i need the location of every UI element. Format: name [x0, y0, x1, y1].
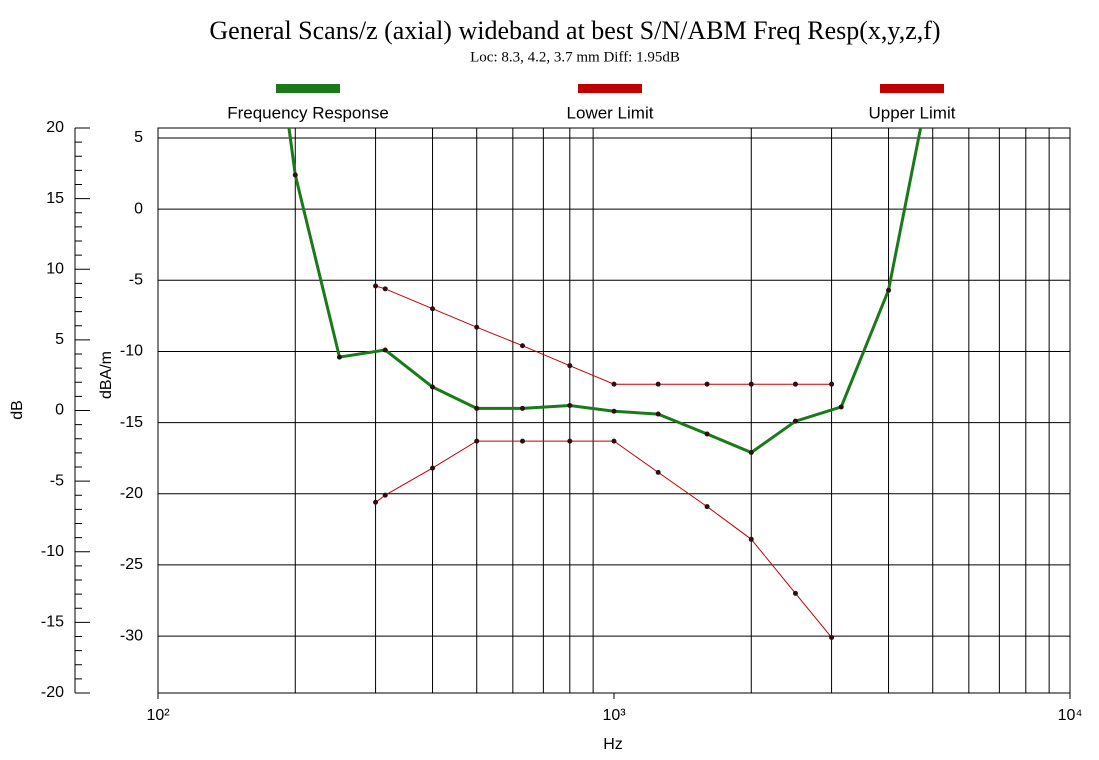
data-point [567, 438, 573, 444]
series-line [375, 440, 832, 638]
x-tick-label: 10³ [602, 707, 626, 724]
y-tick-label: -5 [129, 271, 143, 288]
data-point [430, 306, 436, 312]
x-axis-label: Hz [603, 736, 623, 753]
x-tick-label: 10² [146, 707, 170, 724]
legend-swatch [276, 84, 340, 93]
data-point [567, 363, 573, 369]
series-line [375, 285, 832, 385]
y2-tick-label: 0 [55, 402, 64, 419]
y2-tick-label: -10 [41, 543, 64, 560]
data-point [382, 347, 388, 353]
data-point [336, 354, 342, 360]
data-point [567, 403, 573, 409]
y2-tick-label: 20 [46, 119, 64, 136]
y-tick-label: -20 [120, 485, 143, 502]
data-point [373, 283, 379, 289]
legend-swatch [880, 84, 944, 93]
data-point [748, 536, 754, 542]
y-tick-label: -25 [120, 556, 143, 573]
data-point [373, 499, 379, 505]
data-point [474, 324, 480, 330]
y-tick-label: 0 [134, 200, 143, 217]
data-point [748, 381, 754, 387]
y2-tick-label: 15 [46, 190, 64, 207]
data-point [792, 418, 798, 424]
legend-label: Upper Limit [869, 103, 956, 122]
plot-area [283, 64, 935, 640]
data-point [292, 172, 298, 178]
data-point [430, 465, 436, 471]
y2-tick-label: 10 [46, 260, 64, 277]
data-point [704, 381, 710, 387]
data-point [655, 469, 661, 475]
legend-swatch [578, 84, 642, 93]
chart-subtitle: Loc: 8.3, 4.2, 3.7 mm Diff: 1.95dB [470, 49, 680, 65]
data-point [704, 431, 710, 437]
data-point [519, 438, 525, 444]
data-point [474, 405, 480, 411]
chart-title: General Scans/z (axial) wideband at best… [209, 16, 940, 45]
data-point [829, 634, 835, 640]
data-point [792, 381, 798, 387]
data-point [748, 449, 754, 455]
y-tick-label: -30 [120, 627, 143, 644]
data-point [930, 64, 935, 69]
data-point [655, 411, 661, 417]
y-tick-label: -10 [120, 343, 143, 360]
y2-tick-label: -15 [41, 614, 64, 631]
data-point [829, 381, 835, 387]
y2-tick-label: -20 [41, 684, 64, 701]
grid [158, 128, 1070, 693]
data-point [519, 405, 525, 411]
data-point [611, 408, 617, 414]
y-tick-label: 5 [134, 129, 143, 146]
data-point [886, 287, 892, 293]
data-point [611, 381, 617, 387]
y2-tick-label: -5 [50, 472, 64, 489]
legend-label: Frequency Response [227, 103, 389, 122]
data-point [519, 343, 525, 349]
y2-tick-label: 5 [55, 331, 64, 348]
y-axis-label: dBA/m [98, 351, 115, 399]
data-point [382, 492, 388, 498]
y-tick-label: -15 [120, 414, 143, 431]
data-point [838, 404, 844, 410]
y2-axis-label: dB [9, 400, 26, 420]
data-point [655, 381, 661, 387]
data-point [704, 504, 710, 510]
series-line [287, 128, 923, 455]
legend-label: Lower Limit [567, 103, 654, 122]
data-point [611, 438, 617, 444]
data-point [382, 286, 388, 292]
data-point [283, 97, 288, 102]
data-point [792, 590, 798, 596]
data-point [430, 384, 436, 390]
x-tick-label: 10⁴ [1058, 707, 1083, 724]
data-point [474, 438, 480, 444]
